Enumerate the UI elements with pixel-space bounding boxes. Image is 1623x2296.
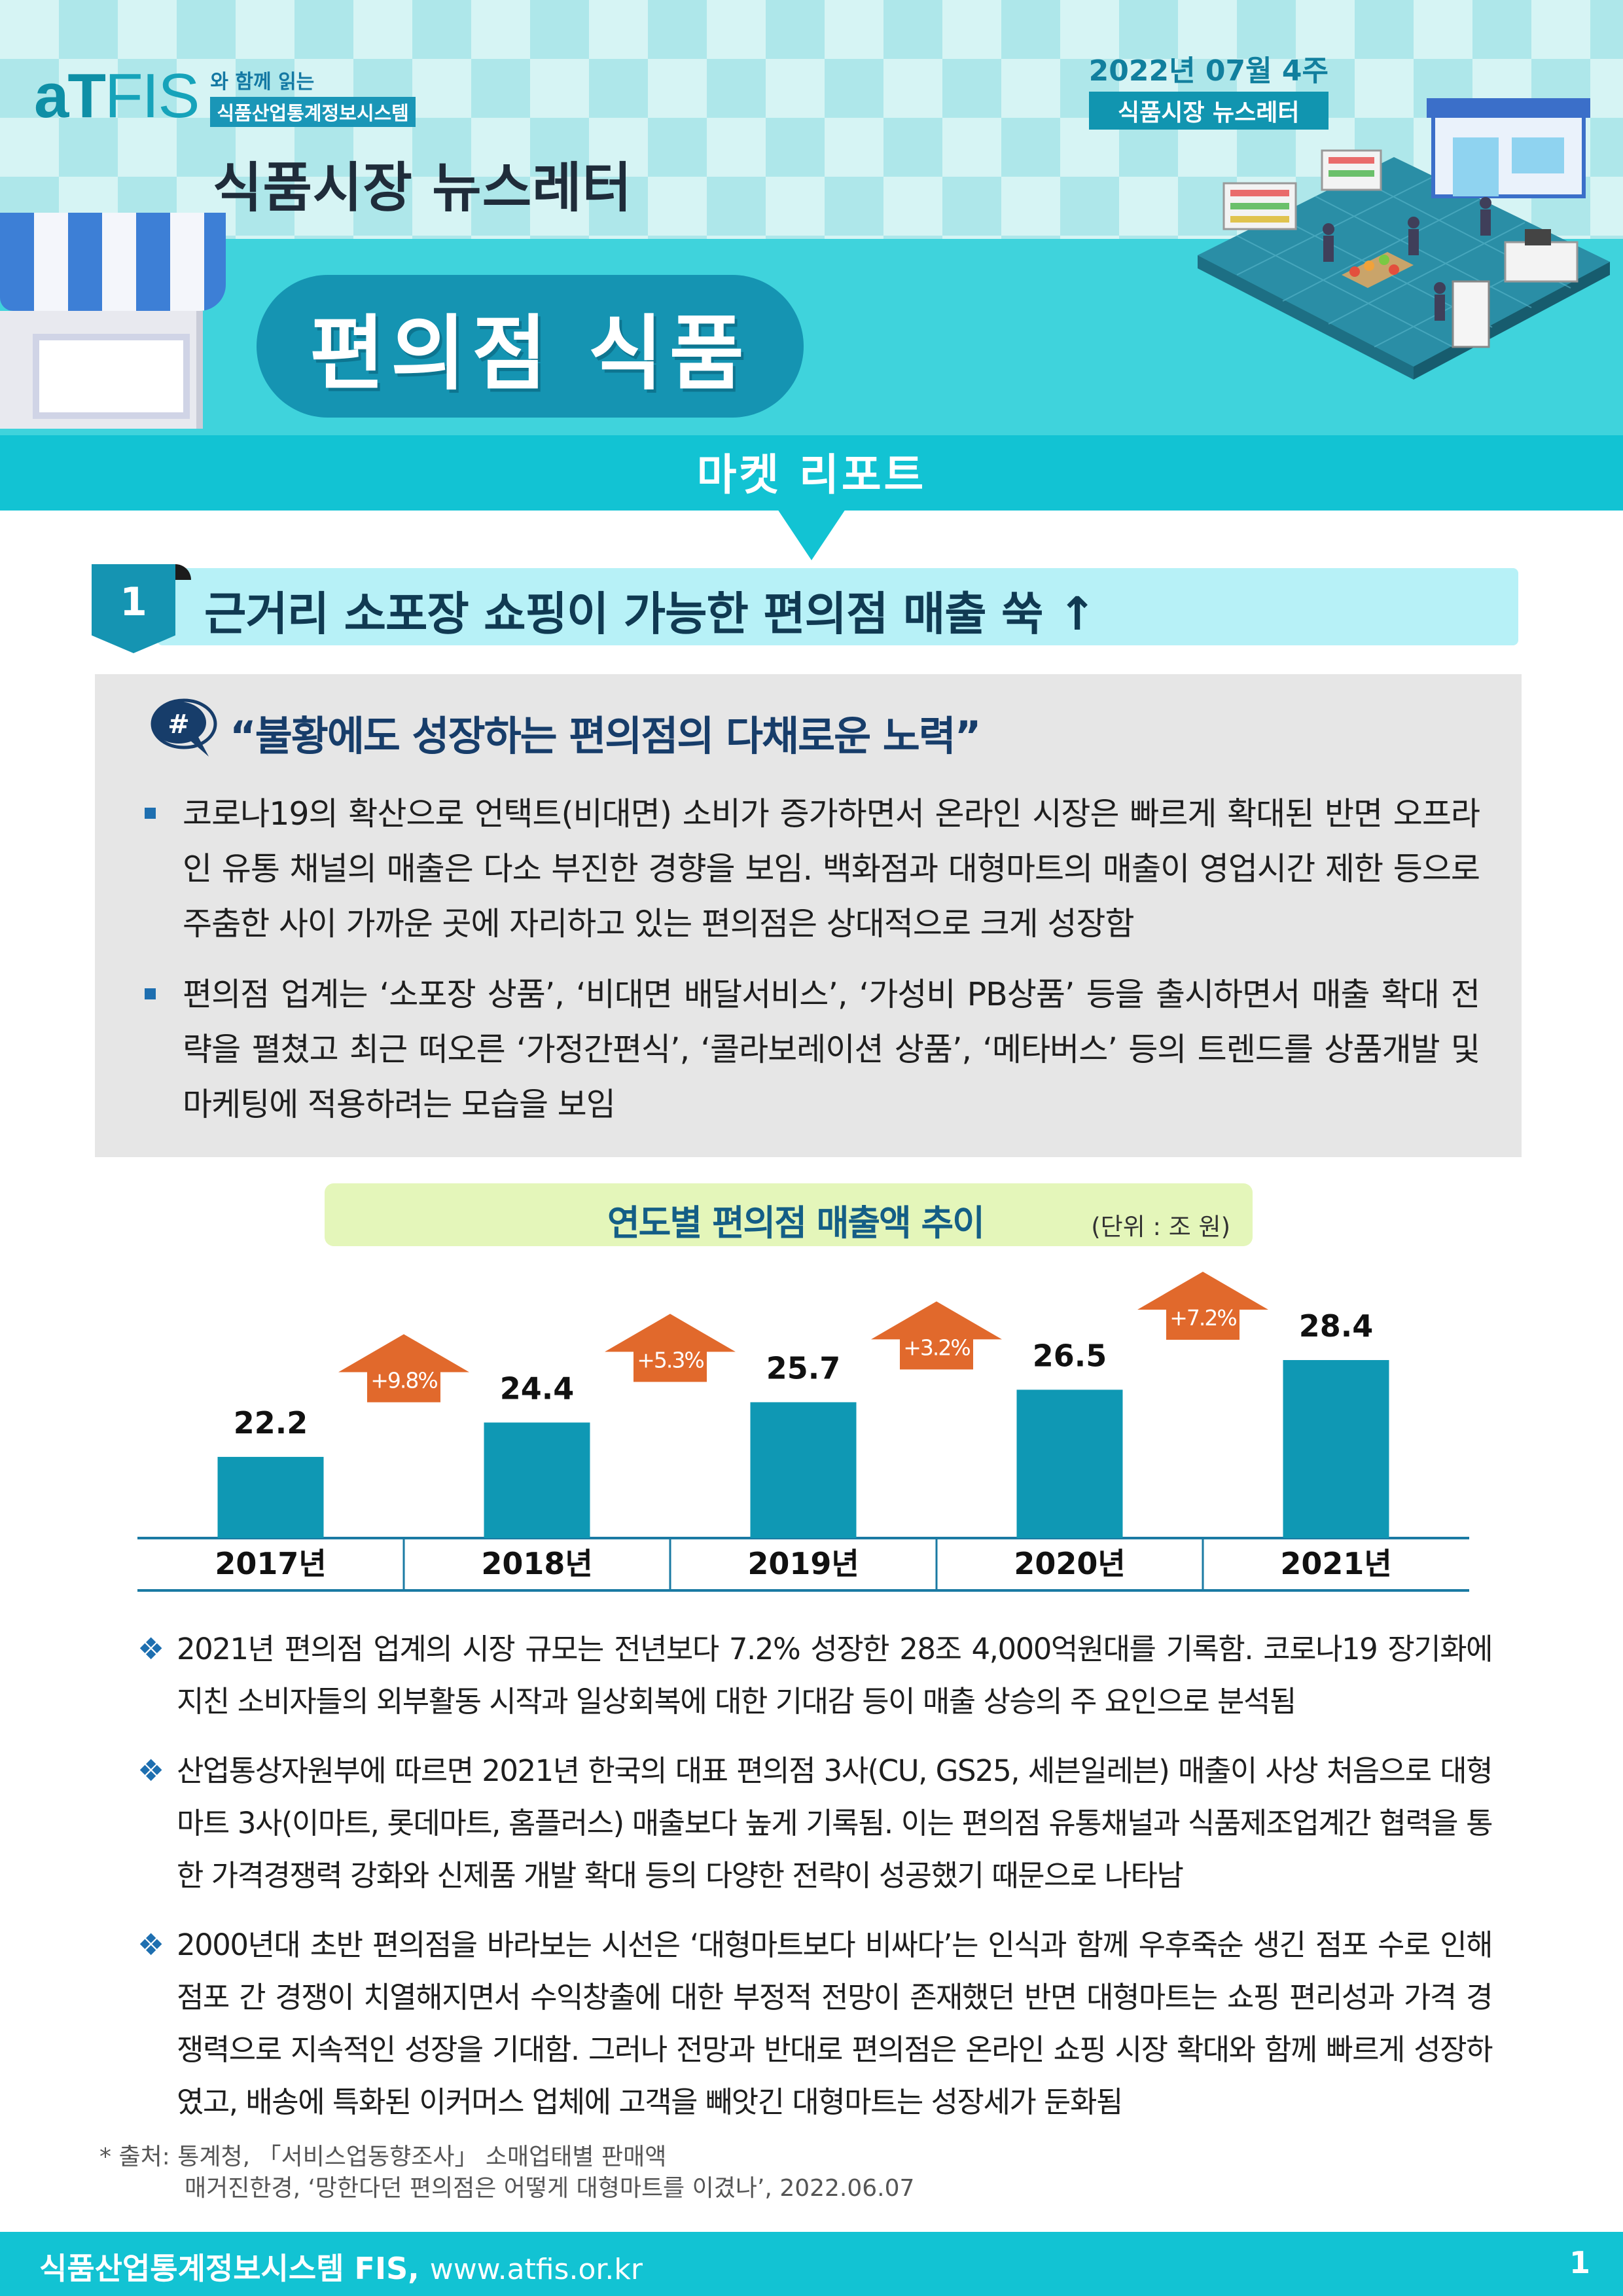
- chart-unit: (단위 : 조 원): [1091, 1213, 1230, 1241]
- category-label: 2017년: [215, 1546, 326, 1581]
- atfis-logo[interactable]: aTFIS 와 함께 읽는 식품산업통계정보시스템: [34, 60, 416, 132]
- analysis-note: ❖ 산업통상자원부에 따르면 2021년 한국의 대표 편의점 3사(CU, G…: [137, 1745, 1493, 1902]
- footer-organization: 식품산업통계정보시스템 FIS, www.atfis.or.kr: [39, 2245, 643, 2288]
- market-report-label: 마켓 리포트: [696, 450, 927, 500]
- category-label: 2020년: [1014, 1546, 1125, 1581]
- bar-value-label: 28.4: [1299, 1308, 1374, 1344]
- data-bar: [750, 1402, 857, 1538]
- section-title-bar: [157, 568, 1518, 645]
- logo-subtitle: 와 함께 읽는 식품산업통계정보시스템: [210, 65, 416, 127]
- analysis-note-text: 산업통상자원부에 따르면 2021년 한국의 대표 편의점 3사(CU, GS2…: [177, 1753, 1493, 1893]
- category-label: 2018년: [481, 1546, 592, 1581]
- chart-title-box: 연도별 편의점 매출액 추이 (단위 : 조 원): [325, 1183, 1253, 1246]
- summary-title: “불황에도 성장하는 편의점의 다채로운 노력”: [230, 712, 982, 760]
- bar-value-label: 24.4: [500, 1371, 575, 1406]
- issue-info: 2022년 07월 4주 식품시장 뉴스레터: [1088, 47, 1329, 130]
- footer-url-link[interactable]: www.atfis.or.kr: [429, 2253, 643, 2286]
- topic-badge: 편의점 식품: [257, 275, 804, 418]
- growth-arrow-icon: [1137, 1272, 1268, 1340]
- source-line-2: 매거진한경, ‘망한다던 편의점은 어떻게 대형마트를 이겼나’, 2022.0…: [185, 2175, 915, 2202]
- footer: 식품산업통계정보시스템 FIS, www.atfis.or.kr 1: [0, 2232, 1623, 2296]
- growth-arrow-icon: [871, 1301, 1002, 1370]
- section-badge-corner: [175, 564, 191, 580]
- section-title: 근거리 소포장 쇼핑이 가능한 편의점 매출 쑥 ↑: [204, 587, 1096, 641]
- data-bar: [1283, 1360, 1389, 1538]
- logo-wordmark: aTFIS: [34, 61, 200, 131]
- analysis-note: ❖ 2021년 편의점 업계의 시장 규모는 전년보다 7.2% 성장한 28조…: [137, 1623, 1493, 1728]
- source-citation: * 출처: 통계청, 「서비스업동향조사」 소매업태별 판매액 매거진한경, ‘…: [99, 2142, 1277, 2204]
- report-band-pointer: [777, 509, 846, 560]
- footer-org-name: 식품산업통계정보시스템 FIS,: [39, 2251, 419, 2286]
- data-bar: [484, 1422, 590, 1538]
- bar-value-label: 25.7: [766, 1350, 841, 1386]
- diamond-bullet-icon: ❖: [137, 1927, 164, 1962]
- newsletter-title: 식품시장 뉴스레터: [213, 157, 633, 219]
- chart-title: 연도별 편의점 매출액 추이: [607, 1202, 985, 1244]
- logo-subtitle-line-2: 식품산업통계정보시스템: [210, 97, 416, 127]
- growth-arrow-icon: [605, 1314, 736, 1382]
- summary-bullet: 편의점 업계는 ‘소포장 상품’, ‘비대면 배달서비스’, ‘가성비 PB상품…: [143, 967, 1480, 1132]
- growth-rate-label: +7.2%: [1169, 1305, 1236, 1331]
- issue-date: 2022년 07월 4주: [1088, 54, 1329, 88]
- bar-value-label: 26.5: [1033, 1338, 1107, 1373]
- diamond-bullet-icon: ❖: [137, 1631, 164, 1666]
- logo-subtitle-line-1: 와 함께 읽는: [210, 71, 315, 94]
- storefront-illustration: [0, 213, 226, 429]
- summary-bullet: 코로나19의 확산으로 언택트(비대면) 소비가 증가하면서 온라인 시장은 빠…: [143, 787, 1480, 952]
- data-bar: [217, 1456, 324, 1538]
- section-number: 1: [120, 579, 147, 625]
- analysis-note: ❖ 2000년대 초반 편의점을 바라보는 시선은 ‘대형마트보다 비싸다’는 …: [137, 1919, 1493, 2128]
- header-pattern-background: [0, 0, 1623, 239]
- analysis-notes: ❖ 2021년 편의점 업계의 시장 규모는 전년보다 7.2% 성장한 28조…: [137, 1623, 1493, 2145]
- category-label: 2019년: [747, 1546, 859, 1581]
- summary-bullet-list: 코로나19의 확산으로 언택트(비대면) 소비가 증가하면서 온라인 시장은 빠…: [143, 787, 1480, 1148]
- growth-arrow-icon: [338, 1334, 469, 1403]
- analysis-note-text: 2000년대 초반 편의점을 바라보는 시선은 ‘대형마트보다 비싸다’는 인식…: [177, 1928, 1493, 2119]
- category-label: 2021년: [1280, 1546, 1391, 1581]
- topic-title: 편의점 식품: [310, 307, 751, 401]
- growth-rate-label: +9.8%: [370, 1367, 437, 1393]
- issue-label: 식품시장 뉴스레터: [1088, 92, 1329, 130]
- sales-bar-chart: 22.2 2017년 24.4 2018년 25.7 2019년 26.5 2020년 28.4…: [137, 1272, 1469, 1592]
- hashtag-glyph: #: [168, 709, 190, 740]
- store-isometric-illustration: [1198, 98, 1610, 380]
- growth-rate-label: +5.3%: [637, 1347, 704, 1372]
- section-number-badge: 1: [92, 564, 175, 653]
- report-band: [0, 435, 1623, 511]
- growth-rate-label: +3.2%: [903, 1335, 970, 1360]
- source-line-1: * 출처: 통계청, 「서비스업동향조사」 소매업태별 판매액: [99, 2144, 667, 2170]
- newsletter-header: aTFIS 와 함께 읽는 식품산업통계정보시스템 2022년 07월 4주 식…: [0, 0, 1623, 511]
- bar-value-label: 22.2: [234, 1405, 308, 1441]
- summary-box: # “불황에도 성장하는 편의점의 다채로운 노력” 코로나19의 확산으로 언…: [95, 674, 1522, 1157]
- analysis-note-text: 2021년 편의점 업계의 시장 규모는 전년보다 7.2% 성장한 28조 4…: [177, 1632, 1493, 1719]
- section-header: 1 근거리 소포장 쇼핑이 가능한 편의점 매출 쑥 ↑: [92, 564, 1518, 653]
- page-number: 1: [1569, 2245, 1590, 2280]
- diamond-bullet-icon: ❖: [137, 1753, 164, 1788]
- hashtag-speech-bubble-icon: #: [151, 698, 217, 757]
- data-bar: [1016, 1390, 1123, 1538]
